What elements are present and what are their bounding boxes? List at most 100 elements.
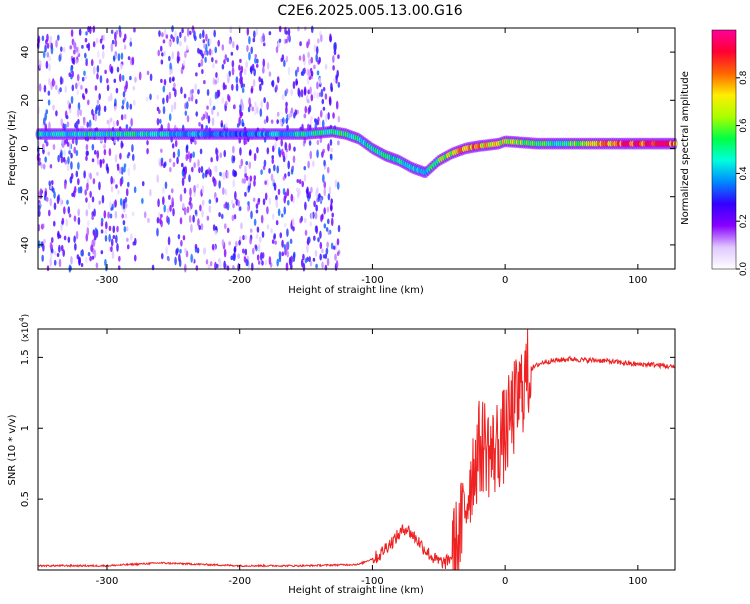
- noise-speckle: [224, 122, 228, 130]
- noise-speckle: [63, 149, 66, 157]
- noise-speckle: [216, 75, 220, 84]
- noise-speckle: [230, 255, 234, 261]
- noise-speckle: [276, 258, 279, 267]
- noise-speckle: [326, 257, 330, 267]
- noise-speckle: [170, 34, 173, 39]
- noise-speckle: [111, 250, 115, 260]
- noise-speckle: [98, 181, 101, 191]
- noise-speckle: [290, 107, 294, 114]
- noise-speckle: [41, 223, 45, 229]
- noise-speckle: [255, 203, 259, 210]
- noise-speckle: [38, 59, 41, 65]
- noise-speckle: [86, 121, 90, 128]
- noise-speckle: [116, 66, 120, 73]
- noise-speckle: [272, 145, 275, 153]
- noise-speckle: [133, 163, 136, 171]
- noise-speckle: [226, 72, 230, 79]
- noise-speckle: [222, 187, 225, 195]
- noise-speckle: [72, 56, 76, 65]
- noise-speckle: [185, 45, 189, 52]
- noise-speckle: [146, 70, 150, 76]
- noise-speckle: [285, 88, 289, 94]
- noise-speckle: [211, 56, 214, 63]
- noise-speckle: [232, 145, 235, 154]
- noise-speckle: [206, 105, 209, 110]
- noise-speckle: [282, 151, 285, 159]
- noise-speckle: [326, 206, 330, 213]
- snr-y-ticks: 0.5 1 1.5: [20, 349, 675, 507]
- noise-speckle: [312, 257, 316, 262]
- noise-speckle: [226, 202, 230, 211]
- noise-speckle: [179, 193, 183, 202]
- noise-speckle: [310, 115, 313, 121]
- noise-speckle: [121, 74, 125, 82]
- noise-speckle: [123, 226, 127, 233]
- noise-speckle: [219, 171, 222, 177]
- noise-speckle: [192, 151, 195, 158]
- noise-speckle: [166, 207, 170, 214]
- noise-speckle: [300, 258, 304, 268]
- noise-speckle: [58, 258, 62, 268]
- noise-speckle: [60, 149, 63, 159]
- noise-speckle: [146, 147, 149, 155]
- noise-speckle: [253, 179, 256, 187]
- snr-x-tick-label: 100: [628, 576, 647, 587]
- noise-speckle: [167, 236, 171, 246]
- noise-speckle: [124, 196, 128, 204]
- noise-speckle: [237, 253, 240, 260]
- noise-speckle: [87, 251, 91, 257]
- noise-speckle: [271, 158, 275, 164]
- noise-speckle: [123, 113, 127, 120]
- noise-speckle: [157, 49, 161, 57]
- noise-speckle: [89, 172, 92, 180]
- noise-speckle: [276, 76, 280, 84]
- noise-speckle: [220, 213, 224, 220]
- noise-speckle: [295, 80, 299, 85]
- noise-speckle: [73, 49, 76, 55]
- noise-speckle: [248, 161, 252, 169]
- noise-speckle: [198, 49, 202, 55]
- noise-speckle: [316, 149, 319, 158]
- noise-speckle: [223, 203, 227, 209]
- noise-speckle: [163, 204, 167, 213]
- noise-speckle: [313, 235, 316, 241]
- noise-speckle: [280, 213, 284, 218]
- colorbar-tick-label: 0.8: [739, 70, 749, 85]
- noise-speckle: [107, 95, 111, 102]
- noise-speckle: [176, 50, 180, 58]
- noise-speckle: [298, 188, 301, 196]
- noise-speckle: [285, 55, 289, 63]
- noise-speckle: [214, 79, 218, 85]
- noise-speckle: [235, 83, 239, 92]
- noise-speckle: [92, 65, 96, 75]
- noise-speckle: [41, 35, 45, 42]
- noise-speckle: [118, 255, 121, 262]
- noise-speckle: [42, 163, 46, 170]
- noise-speckle: [215, 72, 218, 79]
- noise-speckle: [59, 197, 63, 207]
- noise-speckle: [114, 153, 118, 163]
- spectrogram-x-label: Height of straight line (km): [288, 285, 424, 296]
- noise-speckle: [218, 212, 221, 218]
- noise-speckle: [261, 260, 264, 266]
- spectrogram-y-tick-label: 0: [20, 145, 31, 151]
- noise-speckle: [235, 76, 239, 84]
- noise-speckle: [243, 68, 247, 76]
- noise-speckle: [260, 36, 263, 44]
- noise-speckle: [268, 197, 272, 205]
- noise-speckle: [190, 202, 193, 210]
- noise-speckle: [222, 171, 226, 180]
- noise-speckle: [119, 152, 122, 160]
- noise-speckle: [96, 150, 100, 159]
- noise-speckle: [337, 140, 340, 146]
- noise-speckle: [62, 249, 65, 257]
- noise-speckle: [85, 144, 89, 151]
- noise-speckle: [317, 237, 320, 243]
- noise-speckle: [194, 83, 197, 91]
- noise-speckle: [304, 105, 308, 114]
- noise-speckle: [42, 50, 46, 59]
- noise-speckle: [96, 50, 100, 59]
- noise-speckle: [68, 108, 72, 114]
- noise-speckle: [287, 171, 291, 177]
- noise-speckle: [58, 234, 62, 239]
